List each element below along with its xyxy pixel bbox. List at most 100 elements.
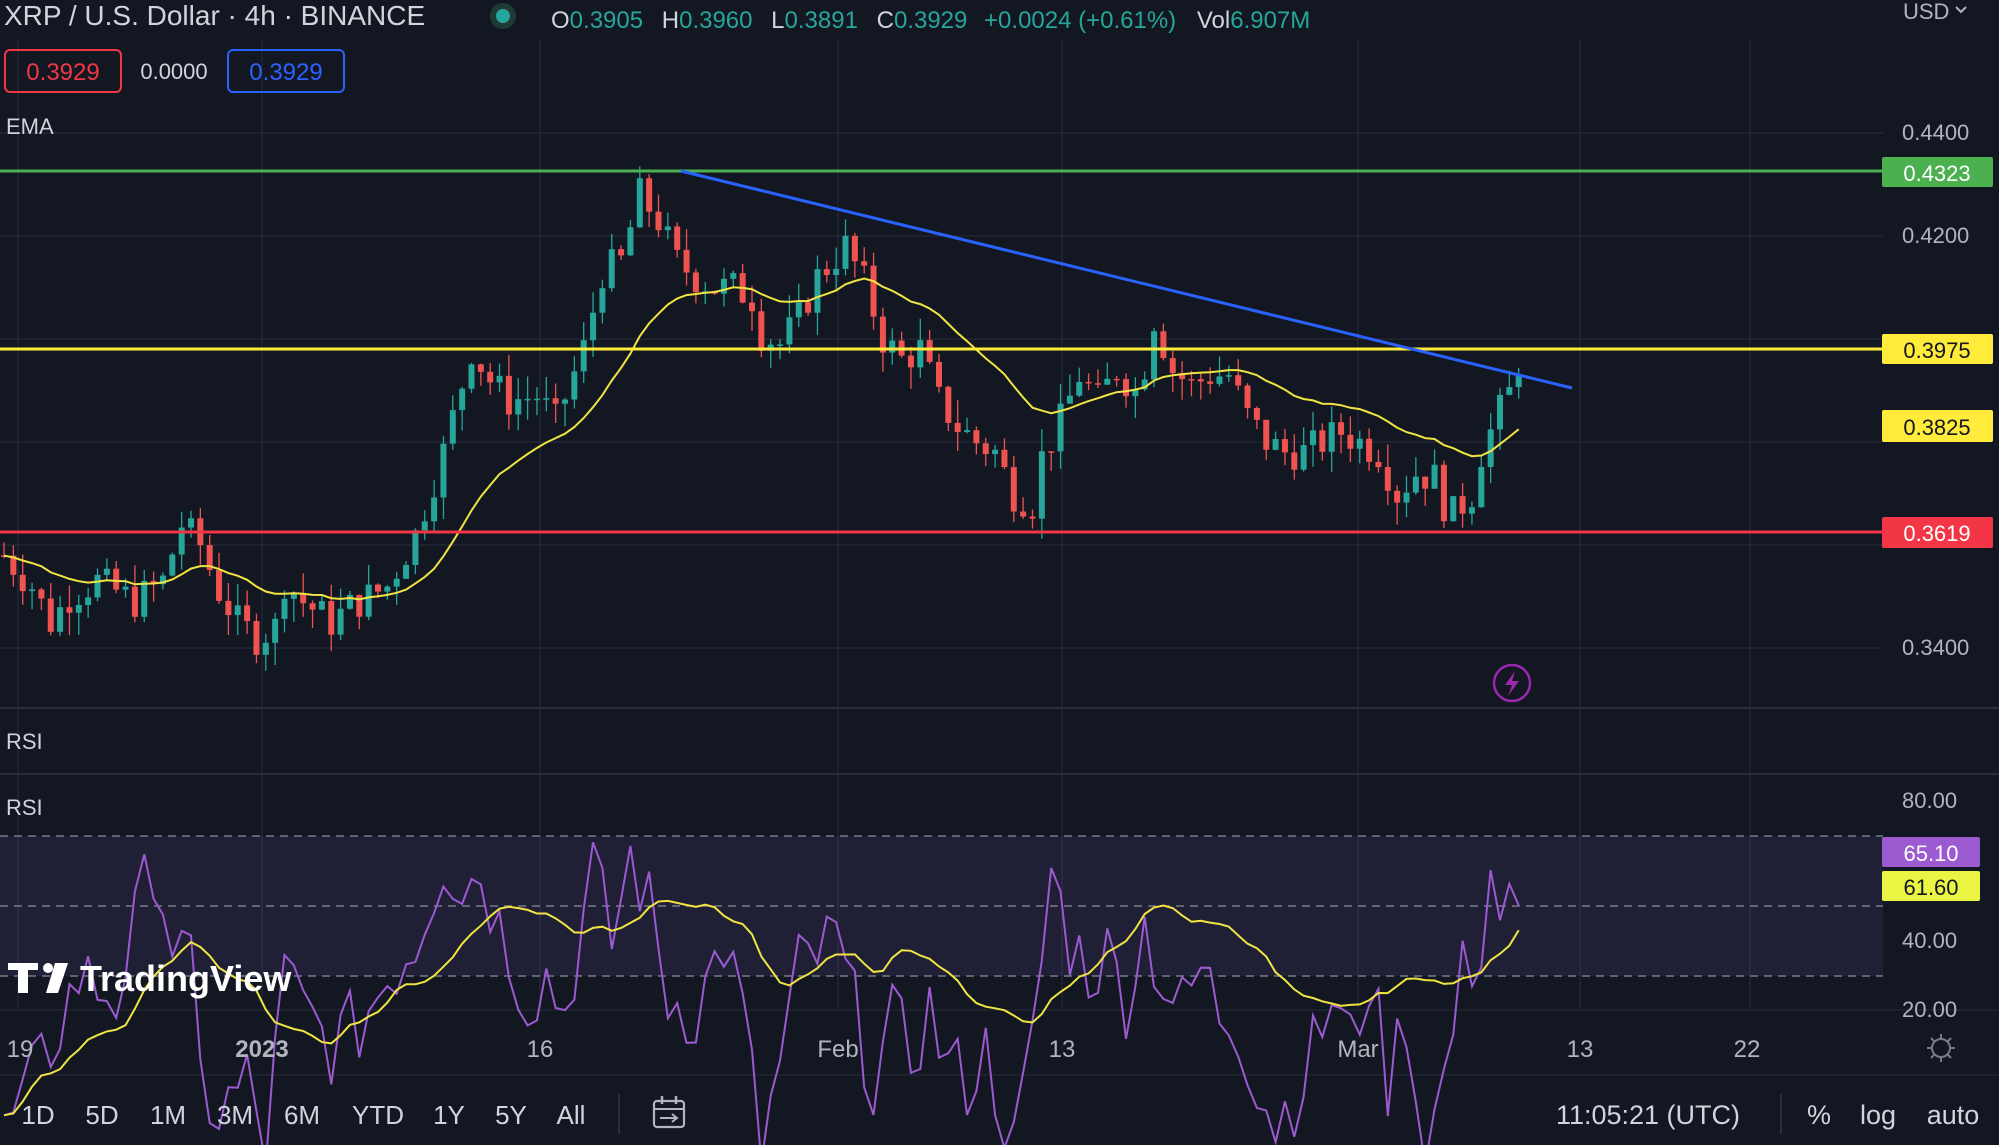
candle-body [1216, 376, 1223, 384]
candle [562, 397, 568, 427]
candle [1057, 383, 1064, 469]
candle [1151, 327, 1158, 388]
candle-body [533, 398, 540, 401]
candle [94, 568, 101, 602]
percent-scale-toggle[interactable]: % [1807, 1100, 1831, 1130]
candle-body [1291, 452, 1298, 470]
candle-body [1394, 490, 1401, 503]
candle [823, 260, 830, 283]
time-axis[interactable]: 19 2023 16 Feb 13 Mar 13 22 [7, 1036, 1761, 1063]
candle-body [1057, 403, 1064, 452]
high-label: H [662, 7, 679, 34]
candle [1001, 438, 1008, 470]
candle [1048, 451, 1055, 471]
candle [1310, 411, 1316, 467]
calendar-icon[interactable] [652, 1096, 686, 1129]
candle [47, 582, 54, 636]
rsi-tick-40: 40.00 [1902, 928, 1957, 953]
market-status-dot[interactable] [496, 9, 510, 23]
candle [749, 285, 755, 331]
sell-price: 0.3929 [26, 59, 99, 86]
time-tick-label: 2023 [235, 1036, 288, 1063]
range-button-1y[interactable]: 1Y [433, 1100, 465, 1130]
candle [1160, 323, 1167, 361]
currency-selector[interactable]: USD [1903, 0, 1949, 24]
candle-body [730, 273, 737, 279]
gear-icon[interactable] [1927, 1034, 1955, 1062]
candle [1263, 419, 1270, 461]
candle [1113, 375, 1120, 387]
candle-body [1244, 385, 1251, 409]
ema-indicator-label[interactable]: EMA [6, 114, 54, 139]
range-button-ytd[interactable]: YTD [352, 1100, 404, 1130]
candle-body [113, 568, 120, 590]
price-tick-0440: 0.4400 [1902, 120, 1969, 145]
candle-body [29, 589, 36, 592]
candle [926, 329, 933, 364]
buy-button[interactable] [227, 49, 345, 93]
candle [543, 376, 550, 412]
candle-body [1347, 434, 1354, 449]
chevron-down-icon[interactable] [1955, 6, 1967, 14]
candle-body [749, 302, 755, 312]
candle-body [1001, 449, 1008, 468]
tv-logo-t-shape [8, 963, 38, 993]
candle-body [1207, 381, 1214, 384]
candle [842, 219, 849, 276]
candle-body [655, 211, 662, 231]
candle [1478, 455, 1485, 508]
candle-body [384, 586, 391, 592]
candle-body [1356, 438, 1363, 449]
candle [318, 594, 325, 611]
candle [281, 590, 288, 633]
candle [19, 554, 26, 605]
candle [861, 247, 868, 274]
candle-body [253, 621, 260, 655]
candle [1300, 427, 1307, 472]
candle [477, 363, 484, 386]
candle-body [1123, 379, 1129, 397]
candle-body [141, 580, 148, 617]
utc-clock[interactable]: 11:05:21 (UTC) [1556, 1100, 1740, 1130]
buy-price: 0.3929 [249, 59, 322, 86]
candle [1403, 475, 1410, 518]
log-scale-toggle[interactable]: log [1860, 1100, 1896, 1130]
open-label: O [551, 7, 570, 34]
auto-scale-toggle[interactable]: auto [1927, 1100, 1980, 1130]
rsi-value-tag [1882, 837, 1980, 867]
candle [141, 570, 148, 623]
range-button-5y[interactable]: 5Y [495, 1100, 527, 1130]
range-button-3m[interactable]: 3M [217, 1100, 253, 1130]
lightning-bolt-glyph [1505, 671, 1519, 696]
candle [1038, 429, 1045, 539]
rsi-pane-title[interactable]: RSI [6, 729, 43, 754]
range-button-1m[interactable]: 1M [150, 1100, 186, 1130]
candle [66, 585, 73, 636]
candle-body [1422, 476, 1429, 489]
descending-trendline[interactable] [680, 169, 1573, 390]
price-tick-0340: 0.3400 [1902, 635, 1969, 660]
candle-body [720, 278, 727, 294]
candle-body [393, 578, 400, 587]
candle [131, 565, 138, 623]
range-button-5d[interactable]: 5D [85, 1100, 118, 1130]
candle [337, 588, 344, 641]
range-button-all[interactable]: All [557, 1100, 586, 1130]
green-level-value: 0.4323 [1903, 161, 1970, 186]
symbol-title[interactable]: XRP / U.S. Dollar · 4h · BINANCE [4, 0, 425, 31]
lightning-icon[interactable] [1492, 663, 1532, 703]
rsi-indicator-label[interactable]: RSI [6, 795, 43, 820]
candle-body [805, 302, 812, 313]
ohlc-legend: O0.3905 H0.3960 L0.3891 C0.3929 +0.0024 … [551, 7, 1310, 34]
candle [440, 435, 447, 520]
candle-body [1431, 464, 1438, 489]
candle-body [1478, 466, 1485, 508]
candle [1244, 383, 1251, 419]
range-button-1d[interactable]: 1D [21, 1100, 54, 1130]
sell-button[interactable] [4, 49, 122, 93]
red-level-tag [1882, 517, 1993, 548]
candle-body [122, 586, 129, 590]
range-button-6m[interactable]: 6M [284, 1100, 320, 1130]
candle-body [627, 227, 634, 256]
